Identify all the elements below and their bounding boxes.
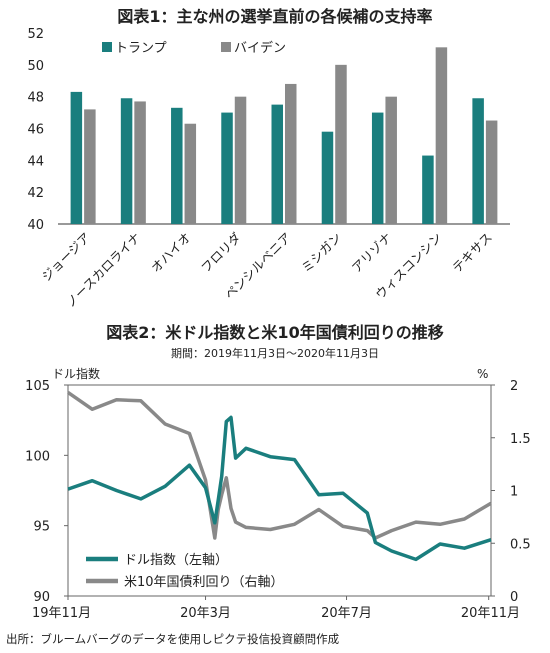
bar-trump: [221, 112, 233, 224]
chart2-left-tick: 100: [25, 449, 50, 464]
legend-label-trump: トランプ: [115, 41, 167, 56]
chart2-legend: ドル指数（左軸） 米10年国債利回り（右軸）: [86, 553, 284, 590]
chart2-x-tick: 20年7月: [321, 606, 372, 621]
legend-label-dollar: ドル指数（左軸）: [124, 553, 228, 568]
bar-biden: [285, 83, 297, 224]
chart1-y-tick: 42: [27, 186, 44, 201]
chart2-x-tick: 20年11月: [461, 606, 520, 621]
chart2-right-tick: 2: [510, 379, 518, 394]
chart2-left-axis: 90 95 100 105: [25, 379, 68, 605]
chart2-subtitle: 期間：2019年11月3日～2020年11月3日: [171, 346, 379, 360]
chart1-bars: [70, 47, 498, 225]
chart1-category-label: フロリダ: [198, 230, 244, 276]
bar-biden: [435, 47, 448, 225]
chart2-left-tick: 95: [33, 520, 50, 535]
chart2-x-tick: 20年3月: [180, 606, 231, 621]
bar-biden: [134, 101, 146, 224]
chart1-legend: トランプ バイデン: [102, 40, 286, 56]
series-line-dollar-index: [67, 415, 492, 562]
chart2-right-tick: 1: [510, 485, 518, 500]
bar-biden: [485, 120, 498, 224]
chart1-category-label: オハイオ: [148, 230, 194, 276]
bar-trump: [120, 98, 133, 224]
chart2-x-axis: 19年11月 20年3月 20年7月 20年11月: [32, 596, 520, 621]
chart1-y-tick: 44: [27, 154, 44, 169]
chart1-category-label: ミシガン: [298, 230, 344, 276]
legend-label-biden: バイデン: [234, 40, 286, 56]
bar-trump: [70, 91, 83, 225]
bar-biden: [234, 96, 247, 224]
chart2-left-tick: 90: [33, 590, 50, 605]
bar-trump: [321, 131, 334, 224]
chart2-right-tick: 0.5: [510, 537, 531, 552]
chart1-y-tick: 52: [27, 27, 44, 42]
chart1-y-tick: 50: [27, 59, 44, 74]
bar-trump: [472, 98, 484, 224]
chart2-right-axis-label: %: [477, 367, 488, 381]
chart1-category-label: アリゾナ: [349, 230, 395, 276]
bar-trump: [171, 107, 183, 224]
chart2-right-tick: 1.5: [510, 432, 531, 447]
chart1-y-tick: 46: [27, 123, 44, 138]
bar-biden: [335, 64, 347, 224]
legend-swatch-biden: [221, 42, 231, 52]
chart1-category-label: テキサス: [449, 230, 495, 276]
chart2-x-tick: 19年11月: [32, 606, 91, 621]
chart1-y-tick: 48: [27, 91, 44, 106]
chart2-right-axis: 0 0.5 1 1.5 2: [491, 379, 531, 605]
chart2-right-tick: 0: [510, 590, 518, 605]
bar-trump: [422, 155, 434, 224]
bar-biden: [84, 109, 96, 224]
bar-biden: [385, 96, 397, 224]
series-line-10y-yield: [67, 390, 492, 540]
bar-trump: [371, 112, 384, 224]
chart2-lines: [67, 390, 492, 562]
source-note: 出所：ブルームバーグのデータを使用しピクテ投信投資顧問作成: [6, 632, 340, 646]
bar-trump: [271, 104, 283, 224]
chart1-y-tick: 40: [27, 218, 44, 233]
bar-biden: [184, 123, 197, 224]
legend-label-yield: 米10年国債利回り（右軸）: [124, 575, 284, 590]
legend-swatch-trump: [102, 42, 112, 52]
chart2-left-axis-label: ドル指数: [52, 366, 100, 381]
chart2-left-tick: 105: [25, 379, 50, 394]
chart1-title: 図表1：主な州の選挙直前の各候補の支持率: [117, 7, 432, 26]
chart2-title: 図表2：米ドル指数と米10年国債利回りの推移: [106, 323, 443, 342]
chart1-y-axis: 40 42 44 46 48 50 52: [27, 27, 44, 233]
